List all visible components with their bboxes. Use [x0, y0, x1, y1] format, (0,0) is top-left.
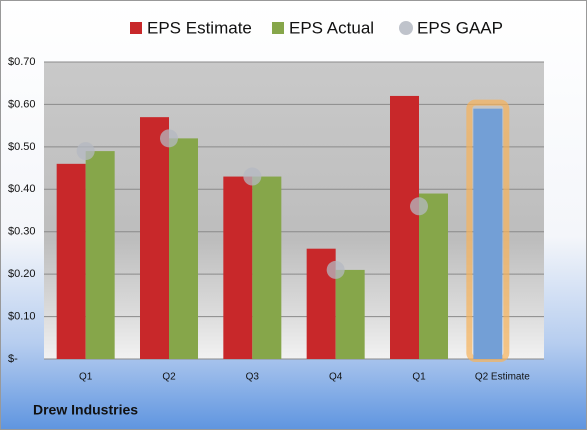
chart-title: Drew Industries — [33, 402, 138, 418]
bar — [419, 193, 448, 359]
gaap-marker — [243, 167, 262, 186]
legend-label: EPS GAAP — [417, 18, 503, 37]
gaap-marker — [160, 129, 178, 148]
x-tick-label: Q1 — [79, 372, 93, 383]
y-tick-label: $0.20 — [8, 268, 36, 280]
y-tick-label: $0.70 — [8, 56, 36, 68]
y-tick-label: $0.10 — [8, 310, 36, 322]
y-tick-label: $- — [8, 353, 18, 365]
y-tick-label: $0.50 — [8, 141, 36, 153]
bar — [335, 269, 365, 359]
legend-label: EPS Actual — [289, 18, 374, 37]
y-tick-label: $0.40 — [8, 183, 36, 195]
gaap-marker — [326, 260, 345, 279]
x-tick-label: Q3 — [246, 372, 260, 383]
x-tick-label: Q2 Estimate — [475, 372, 530, 383]
bar — [140, 117, 169, 360]
bar — [85, 151, 115, 359]
bar — [56, 163, 86, 359]
y-tick-label: $0.30 — [8, 226, 36, 238]
x-tick-label: Q2 — [162, 372, 176, 383]
bar — [169, 138, 198, 359]
gaap-marker — [76, 142, 95, 161]
legend-swatch — [130, 22, 142, 34]
x-tick-label: Q1 — [412, 372, 426, 383]
bar — [223, 176, 253, 359]
gaap-marker — [410, 197, 428, 216]
x-tick-label: Q4 — [329, 372, 343, 383]
plot-area — [44, 62, 544, 359]
legend-label: EPS Estimate — [147, 18, 252, 37]
y-tick-label: $0.60 — [8, 98, 36, 110]
bar — [390, 95, 419, 359]
legend-swatch — [272, 22, 284, 34]
bar — [252, 176, 282, 359]
legend-swatch — [399, 21, 413, 35]
bar — [473, 108, 503, 360]
